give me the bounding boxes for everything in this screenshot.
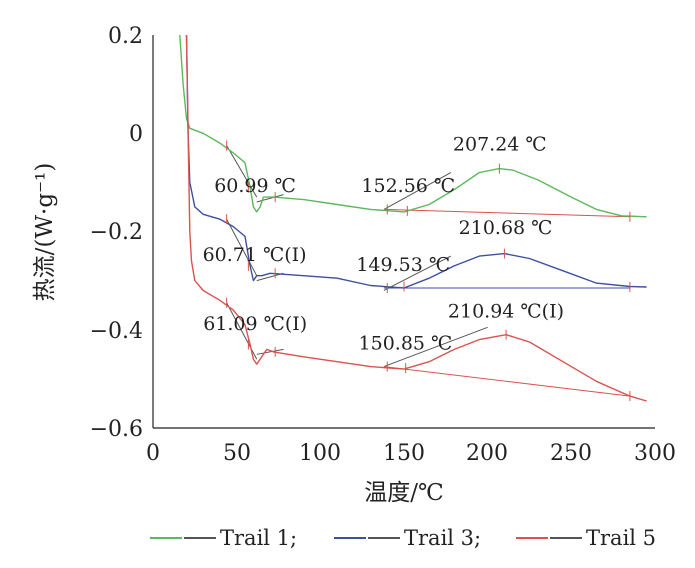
series-markers [226,140,631,402]
y-tick-label: −0.4 [90,319,143,344]
x-ticks: 0 50 100 150 200 250 300 [146,441,676,466]
legend-item-trail-5: Trail 5 [516,526,656,550]
y-tick-label: 0 [129,122,143,147]
legend-label: Trail 5 [586,526,656,550]
legend: Trail 1; Trail 3; Trail 5 [150,526,656,550]
annotation-label-5: 210.68 ℃ [459,217,553,239]
x-tick-label: 0 [146,441,160,466]
tangent-line-11 [383,366,630,397]
annotations: 60.99 ℃ 152.56 ℃ 207.24 ℃ 60.71 ℃(I) 149.53 … [203,133,564,354]
x-tick-label: 200 [466,441,508,466]
tangent-line-1 [256,194,284,203]
legend-label: Trail 3; [404,526,481,550]
series-line-0 [179,34,647,218]
tangent-line-10 [383,326,488,368]
tangent-line-0 [226,145,258,198]
annotation-label-7: 150.85 ℃ [359,332,453,354]
annotation-label-6: 61.09 ℃(I) [203,313,307,335]
legend-item-trail-3: Trail 3; [334,526,481,550]
series-lines [179,34,647,402]
y-tick-label: −0.2 [90,220,143,245]
legend-item-trail-1: Trail 1; [150,526,297,550]
series-line-1 [185,34,647,289]
tangent-line-2 [383,172,452,210]
y-tick-label: 0.2 [108,24,143,49]
axes [152,35,655,429]
annotation-label-2: 207.24 ℃ [453,133,547,155]
annotation-label-0: 60.99 ℃ [214,175,296,197]
x-tick-label: 150 [383,441,425,466]
tangent-line-6 [383,255,452,291]
tangent-line-4 [226,218,258,276]
annotation-label-1: 152.56 ℃ [361,175,455,197]
series-line-2 [185,34,647,402]
x-tick-label: 250 [550,441,592,466]
x-tick-label: 50 [223,441,251,466]
x-tick-label: 100 [299,441,341,466]
tangent-line-3 [383,208,630,218]
tangent-line-9 [256,348,284,355]
legend-label: Trail 1; [220,526,297,550]
annotation-label-3: 60.71 ℃(I) [203,244,307,266]
annotation-label-8: 210.94 ℃(I) [448,300,564,322]
y-ticks: 0.2 0 −0.2 −0.4 −0.6 [90,24,143,442]
y-tick-label: −0.6 [90,417,143,442]
y-axis-title: 热流/(W·g⁻¹) [32,163,58,302]
tangent-lines [226,145,630,397]
x-axis-title: 温度/℃ [364,480,443,506]
annotation-label-4: 149.53 ℃ [356,254,450,276]
x-tick-label: 300 [634,441,676,466]
